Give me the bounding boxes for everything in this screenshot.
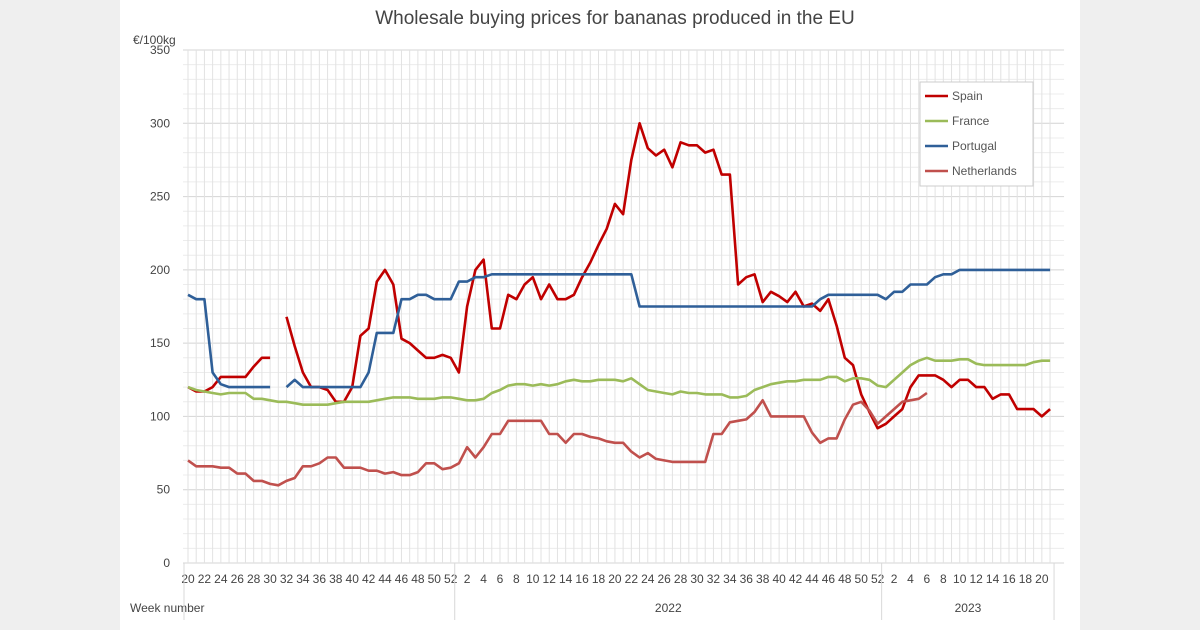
x-tick-label: 50 [428, 572, 442, 586]
x-tick-label: 2 [464, 572, 471, 586]
x-tick-label: 38 [329, 572, 343, 586]
x-tick-label: 50 [855, 572, 869, 586]
year-label: 2022 [655, 601, 682, 615]
x-tick-label: 46 [822, 572, 836, 586]
year-label: 2023 [955, 601, 982, 615]
legend-label: Netherlands [952, 164, 1017, 178]
x-tick-label: 34 [723, 572, 737, 586]
x-tick-label: 44 [378, 572, 392, 586]
y-tick-label: 250 [150, 190, 170, 204]
series-lines [187, 122, 1051, 487]
legend-label: Portugal [952, 139, 997, 153]
legend: Spain France Portugal Netherlands [919, 81, 1034, 187]
x-tick-label: 20 [181, 572, 195, 586]
x-tick-label: 12 [543, 572, 557, 586]
x-tick-label: 16 [1002, 572, 1016, 586]
x-tick-label: 42 [789, 572, 803, 586]
x-axis-label: Week number [130, 601, 204, 615]
x-tick-label: 42 [362, 572, 376, 586]
x-tick-label: 16 [575, 572, 589, 586]
y-tick-label: 200 [150, 263, 170, 277]
y-tick-label: 50 [157, 483, 171, 497]
x-tick-label: 44 [805, 572, 819, 586]
x-tick-label: 52 [444, 572, 458, 586]
y-tick-label: 0 [163, 556, 170, 570]
x-tick-label: 8 [940, 572, 947, 586]
x-tick-label: 4 [907, 572, 914, 586]
y-axis-unit-label: €/100kg [133, 33, 176, 47]
x-tick-label: 20 [608, 572, 622, 586]
y-tick-label: 100 [150, 409, 170, 423]
x-tick-label: 30 [263, 572, 277, 586]
x-tick-label: 36 [313, 572, 327, 586]
x-tick-label: 14 [986, 572, 1000, 586]
x-tick-label: 22 [198, 572, 212, 586]
x-tick-label: 40 [772, 572, 786, 586]
x-tick-label: 38 [756, 572, 770, 586]
x-tick-label: 40 [346, 572, 360, 586]
y-axis-ticks: 0 50 100 150 200 250 300 350 [150, 43, 170, 570]
y-tick-label: 350 [150, 43, 170, 57]
x-tick-label: 2 [891, 572, 898, 586]
legend-box [919, 81, 1034, 187]
x-tick-label: 6 [924, 572, 931, 586]
x-tick-label: 26 [231, 572, 245, 586]
x-tick-label: 24 [214, 572, 228, 586]
x-tick-label: 28 [674, 572, 688, 586]
x-tick-label: 22 [625, 572, 639, 586]
x-tick-label: 48 [838, 572, 852, 586]
x-tick-label: 28 [247, 572, 261, 586]
x-tick-label: 14 [559, 572, 573, 586]
x-tick-label: 8 [513, 572, 520, 586]
x-tick-label: 24 [641, 572, 655, 586]
x-tick-label: 4 [480, 572, 487, 586]
x-tick-label: 32 [280, 572, 294, 586]
x-tick-label: 18 [1019, 572, 1033, 586]
x-tick-label: 34 [296, 572, 310, 586]
x-tick-label: 48 [411, 572, 425, 586]
x-tick-label: 12 [969, 572, 983, 586]
x-tick-label: 26 [658, 572, 672, 586]
y-tick-label: 150 [150, 336, 170, 350]
y-tick-label: 300 [150, 116, 170, 130]
legend-label: Spain [952, 89, 983, 103]
x-tick-label: 52 [871, 572, 885, 586]
x-tick-label: 36 [740, 572, 754, 586]
x-tick-label: 6 [497, 572, 504, 586]
x-tick-label: 20 [1035, 572, 1049, 586]
x-tick-label: 30 [690, 572, 704, 586]
x-tick-label: 18 [592, 572, 606, 586]
series-line-netherlands [187, 391, 928, 487]
x-axis-ticks: 20 22 24 26 28 30 32 34 36 38 40 42 44 46 48 50 52 2 4 6 8 10… [181, 563, 1055, 620]
x-tick-label: 10 [526, 572, 540, 586]
x-tick-label: 32 [707, 572, 721, 586]
legend-label: France [952, 114, 990, 128]
series-line-portugal [187, 268, 1051, 389]
chart-title: Wholesale buying prices for bananas prod… [375, 8, 855, 29]
series-line-france [187, 356, 1051, 406]
x-tick-label: 46 [395, 572, 409, 586]
x-tick-label: 10 [953, 572, 967, 586]
